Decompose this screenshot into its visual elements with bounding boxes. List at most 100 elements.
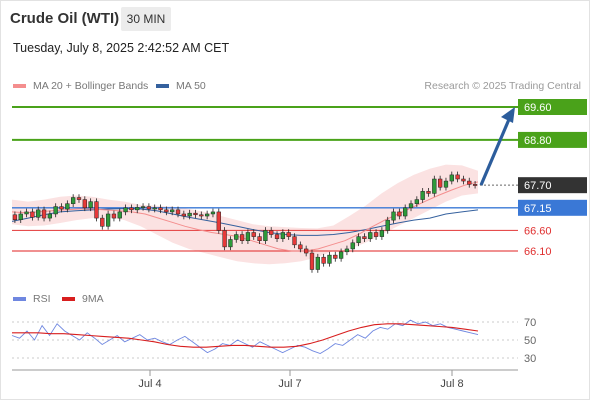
candle bbox=[158, 207, 163, 211]
legend-9ma-label: 9MA bbox=[82, 293, 104, 305]
candle bbox=[30, 211, 35, 218]
candle bbox=[309, 252, 315, 270]
projection-arrow-shaft bbox=[479, 116, 512, 186]
level-tag-2 bbox=[518, 177, 587, 194]
rsi-tick-label: 30 bbox=[524, 353, 536, 365]
candle bbox=[280, 232, 286, 239]
rsi-swatch bbox=[13, 297, 26, 301]
candle bbox=[146, 206, 152, 210]
level-tag-0 bbox=[518, 99, 587, 115]
candle bbox=[263, 230, 268, 241]
legend-ma50-label: MA 50 bbox=[176, 80, 206, 92]
candle bbox=[304, 248, 309, 254]
candle bbox=[274, 234, 280, 239]
level-label-0: 69.60 bbox=[524, 102, 552, 114]
candle bbox=[216, 211, 221, 231]
candle bbox=[239, 234, 245, 241]
ma50-line bbox=[11, 208, 479, 236]
rsi-tick-label: 70 bbox=[524, 317, 536, 329]
candle bbox=[199, 214, 204, 217]
candle bbox=[362, 236, 367, 239]
legend-ma50: MA 50 bbox=[156, 80, 206, 92]
candle bbox=[175, 209, 181, 215]
candle bbox=[82, 199, 87, 209]
level-tag-1 bbox=[518, 131, 587, 148]
candle bbox=[437, 178, 443, 188]
candle bbox=[408, 203, 414, 209]
candle bbox=[356, 236, 361, 244]
x-tick-label: Jul 7 bbox=[278, 378, 301, 390]
candle bbox=[472, 184, 478, 186]
candle bbox=[368, 232, 373, 239]
candle bbox=[315, 256, 320, 270]
candle bbox=[12, 214, 18, 220]
candle bbox=[94, 201, 99, 219]
level-label-1: 68.80 bbox=[524, 135, 552, 147]
candle bbox=[24, 211, 29, 215]
candle bbox=[105, 213, 111, 227]
candle bbox=[292, 236, 297, 246]
candle bbox=[140, 206, 146, 209]
candle bbox=[443, 180, 449, 188]
candle bbox=[129, 207, 134, 211]
candle bbox=[193, 212, 198, 216]
candle bbox=[47, 213, 53, 219]
x-tick-label: Jul 4 bbox=[138, 378, 161, 390]
level-label-5: 66.10 bbox=[524, 246, 552, 258]
candle bbox=[170, 209, 175, 213]
candle bbox=[385, 219, 390, 231]
projection-arrow-head bbox=[501, 107, 515, 123]
candle bbox=[187, 212, 192, 217]
candle bbox=[432, 178, 437, 194]
candle bbox=[71, 197, 76, 204]
candle bbox=[286, 232, 291, 237]
candle bbox=[333, 254, 338, 259]
candle bbox=[222, 230, 227, 248]
candle bbox=[164, 209, 169, 213]
candle bbox=[53, 206, 58, 215]
candle bbox=[210, 211, 216, 215]
candle bbox=[228, 239, 233, 248]
candle bbox=[426, 191, 431, 194]
candle bbox=[420, 191, 425, 200]
level-label-3: 67.15 bbox=[524, 203, 552, 215]
legend-9ma: 9MA bbox=[62, 293, 104, 305]
candle bbox=[321, 256, 326, 264]
candle bbox=[65, 203, 70, 210]
legend-ma20: MA 20 + Bollinger Bands bbox=[13, 80, 148, 92]
level-label-2: 67.70 bbox=[524, 180, 552, 192]
candle bbox=[467, 180, 472, 185]
candle bbox=[257, 236, 262, 241]
candle bbox=[181, 213, 186, 217]
legend-ma20-label: MA 20 + Bollinger Bands bbox=[33, 80, 149, 92]
candle bbox=[88, 201, 93, 209]
rsi-ma-line bbox=[12, 323, 479, 348]
candle bbox=[344, 248, 350, 253]
candle bbox=[414, 199, 419, 204]
candle bbox=[338, 251, 344, 259]
candle bbox=[100, 217, 105, 227]
candle bbox=[391, 211, 396, 221]
candle bbox=[327, 254, 332, 264]
rsi-line bbox=[11, 319, 479, 354]
ma20-swatch bbox=[13, 84, 26, 88]
candle bbox=[449, 174, 454, 182]
rsi-tick-label: 50 bbox=[524, 335, 536, 347]
timestamp: Tuesday, July 8, 2025 2:42:52 AM CET bbox=[13, 41, 230, 55]
candle bbox=[455, 174, 460, 180]
candle bbox=[373, 232, 379, 237]
timeframe-badge[interactable]: 30 MIN bbox=[121, 7, 171, 31]
candle bbox=[379, 230, 385, 237]
candle bbox=[59, 206, 64, 210]
level-tag-3 bbox=[518, 199, 587, 216]
candle bbox=[397, 211, 402, 217]
candle bbox=[251, 232, 256, 237]
candle bbox=[350, 242, 355, 250]
credit-text: Research © 2025 Trading Central bbox=[424, 80, 581, 92]
candle bbox=[18, 213, 23, 220]
candle bbox=[41, 209, 47, 219]
candle bbox=[111, 213, 117, 219]
candle bbox=[204, 213, 210, 217]
candle bbox=[461, 178, 466, 182]
